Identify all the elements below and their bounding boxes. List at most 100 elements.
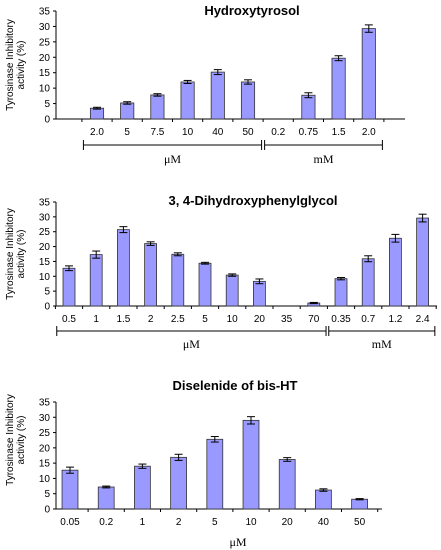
y-tick-label: 10 xyxy=(39,272,51,283)
chart-title: 3, 4-Dihydroxyphenylglycol xyxy=(168,193,337,208)
y-tick-label: 30 xyxy=(39,22,51,33)
unit-label: mM xyxy=(372,337,392,351)
chart-title: Diselenide of bis-HT xyxy=(173,378,298,393)
x-tick-label: 0.05 xyxy=(60,517,80,528)
bars xyxy=(62,213,429,307)
y-tick-label: 15 xyxy=(39,68,51,79)
axes: 0 5 10 15 20 25 30 35 xyxy=(39,7,405,126)
x-tick-label: 70 xyxy=(308,314,320,325)
bar xyxy=(89,254,103,307)
x-tick-label: 10 xyxy=(245,517,257,528)
y-tick-label: 30 xyxy=(39,413,51,424)
bar xyxy=(334,278,348,307)
x-tick-label: 0.2 xyxy=(99,517,113,528)
y-tick-label: 25 xyxy=(39,37,51,48)
x-axis-label: μM xyxy=(229,535,246,549)
y-tick-label: 25 xyxy=(39,227,51,238)
bar xyxy=(351,498,368,510)
y-tick-label: 10 xyxy=(39,84,51,95)
x-tick-label: 1 xyxy=(93,314,99,325)
bar xyxy=(225,274,239,307)
bar xyxy=(361,28,376,120)
bar xyxy=(150,94,165,120)
y-axis-label-line-2: activity (%) xyxy=(16,41,27,90)
x-tick-label: 1.5 xyxy=(332,127,346,138)
x-tick-label: 5 xyxy=(202,314,208,325)
x-tick-label: 2.0 xyxy=(90,127,104,138)
bar xyxy=(180,81,195,120)
chart-title: Hydroxytyrosol xyxy=(204,3,299,18)
x-tick-label: 2.5 xyxy=(171,314,185,325)
bar xyxy=(361,258,375,307)
unit-label: μM xyxy=(183,337,200,351)
y-tick-label: 10 xyxy=(39,474,51,485)
bar xyxy=(389,237,402,307)
unit-label: mM xyxy=(313,152,333,166)
y-tick-label: 30 xyxy=(39,212,51,223)
bar xyxy=(97,486,115,510)
bar xyxy=(206,438,224,510)
bar xyxy=(134,465,151,510)
bar xyxy=(171,253,185,307)
x-tick-label: 5 xyxy=(212,517,218,528)
bar xyxy=(210,71,225,120)
bar xyxy=(315,489,332,510)
bars xyxy=(89,24,376,120)
y-axis-label-line-1: Tyrosinase Inhibitory xyxy=(5,208,16,300)
y-tick-label: 35 xyxy=(39,398,51,409)
unit-label: μM xyxy=(164,152,181,166)
x-tick-label: 10 xyxy=(227,314,239,325)
bar xyxy=(331,57,346,120)
bar xyxy=(416,217,429,307)
x-tick-label: 0.7 xyxy=(361,314,375,325)
bar xyxy=(62,267,76,307)
y-axis-label-line-2: activity (%) xyxy=(16,230,27,279)
x-tick-label: 40 xyxy=(318,517,330,528)
x-tick-labels: 0.5 1 1.5 2 2.5 5 10 20 35 70 0.35 0.7 1.2 2.4 xyxy=(62,314,430,325)
y-tick-label: 20 xyxy=(39,242,51,253)
bar xyxy=(120,102,135,120)
y-tick-label: 5 xyxy=(44,99,50,110)
x-tick-label: 40 xyxy=(212,127,224,138)
x-tick-label: 7.5 xyxy=(150,127,164,138)
y-tick-label: 0 xyxy=(44,505,50,516)
bar xyxy=(144,243,157,307)
x-tick-labels: 2.0 5 7.5 10 40 50 0.2 0.75 1.5 2.0 xyxy=(90,127,376,138)
diselenide-panel: Diselenide of bis-HT Tyrosinase Inhibito… xyxy=(5,378,382,549)
x-tick-label: 1 xyxy=(140,517,146,528)
x-tick-label: 2.4 xyxy=(416,314,430,325)
x-tick-label: 20 xyxy=(282,517,294,528)
unit-brackets: μM mM xyxy=(56,326,436,351)
bar xyxy=(170,456,187,510)
x-tick-label: 2.0 xyxy=(362,127,376,138)
dhpg-panel: 3, 4-Dihydroxyphenylglycol Tyrosinase In… xyxy=(5,193,437,351)
x-tick-label: 0.5 xyxy=(62,314,76,325)
x-tick-label: 0.35 xyxy=(331,314,351,325)
x-tick-label: 0.75 xyxy=(299,127,319,138)
x-tick-label: 1.5 xyxy=(116,314,130,325)
x-tick-label: 35 xyxy=(281,314,293,325)
y-tick-label: 15 xyxy=(39,257,51,268)
y-tick-label: 5 xyxy=(44,489,50,500)
bar xyxy=(61,469,79,510)
x-tick-label: 20 xyxy=(254,314,266,325)
x-tick-label: 50 xyxy=(242,127,254,138)
x-tick-label: 10 xyxy=(182,127,194,138)
y-tick-label: 20 xyxy=(39,53,51,64)
x-tick-label: 50 xyxy=(354,517,366,528)
x-tick-label: 1.2 xyxy=(388,314,402,325)
bar xyxy=(117,229,130,307)
y-axis-label-line-1: Tyrosinase Inhibitory xyxy=(5,394,16,486)
hydroxytyrosol-panel: Hydroxytyrosol Tyrosinase Inhibitory act… xyxy=(5,3,405,166)
y-tick-label: 0 xyxy=(44,302,50,313)
bar xyxy=(240,81,256,120)
x-tick-label: 5 xyxy=(124,127,130,138)
y-axis-label-line-2: activity (%) xyxy=(16,416,27,465)
x-tick-label: 2 xyxy=(176,517,182,528)
y-tick-label: 5 xyxy=(44,287,50,298)
unit-brackets: μM mM xyxy=(82,140,383,166)
bar xyxy=(301,94,316,120)
x-tick-labels: 0.05 0.2 1 2 5 10 20 40 50 xyxy=(60,517,365,528)
y-tick-label: 15 xyxy=(39,459,51,470)
x-tick-label: 2 xyxy=(148,314,154,325)
